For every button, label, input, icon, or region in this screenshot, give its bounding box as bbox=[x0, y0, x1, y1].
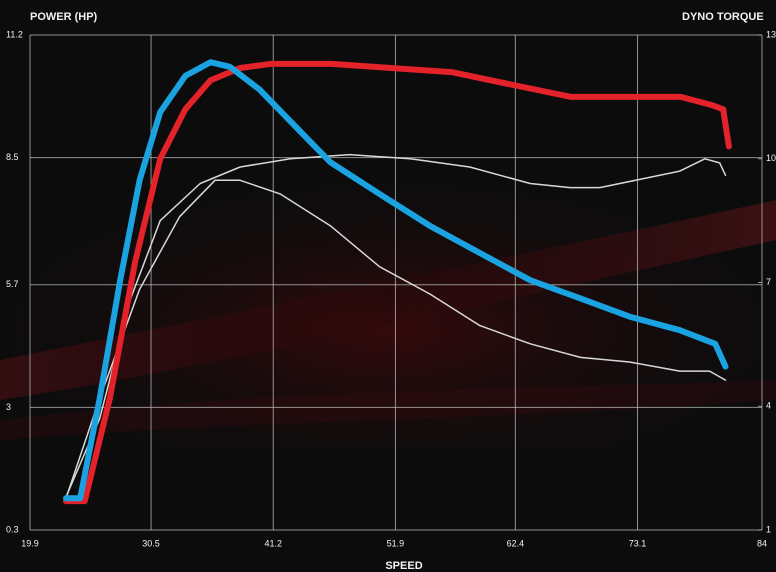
series-line bbox=[63, 60, 732, 505]
x-tick-label: 51.9 bbox=[387, 538, 405, 548]
series-line bbox=[65, 179, 727, 499]
background-streak bbox=[0, 380, 776, 440]
y-tick-label: 11.2 bbox=[6, 29, 23, 39]
y2-tick-label: 13 bbox=[766, 29, 776, 39]
y-tick-label: 5.7 bbox=[6, 279, 19, 289]
y-tick-label: 0.3 bbox=[6, 524, 19, 534]
y-tick-label: 8.5 bbox=[6, 152, 19, 162]
x-tick-label: 19.9 bbox=[21, 538, 39, 548]
y2-tick-label: 10 bbox=[766, 153, 776, 163]
x-tick-label: 30.5 bbox=[142, 538, 160, 548]
x-tick-label: 73.1 bbox=[629, 538, 647, 548]
series-line bbox=[63, 59, 729, 502]
series-line bbox=[65, 153, 727, 498]
y2-tick-label: 4 bbox=[766, 401, 771, 411]
x-axis-label: SPEED bbox=[385, 560, 422, 572]
x-tick-label: 84 bbox=[757, 538, 767, 548]
y2-tick-label: 1 bbox=[766, 524, 771, 534]
y-axis-label: POWER (HP) bbox=[30, 11, 98, 23]
y-tick-label: 3 bbox=[6, 402, 11, 412]
background-streak bbox=[0, 200, 776, 400]
y2-axis-label: DYNO TORQUE bbox=[682, 11, 764, 23]
y2-tick-label: 7 bbox=[766, 277, 771, 287]
x-tick-label: 41.2 bbox=[264, 538, 282, 548]
x-tick-label: 62.4 bbox=[507, 538, 525, 548]
